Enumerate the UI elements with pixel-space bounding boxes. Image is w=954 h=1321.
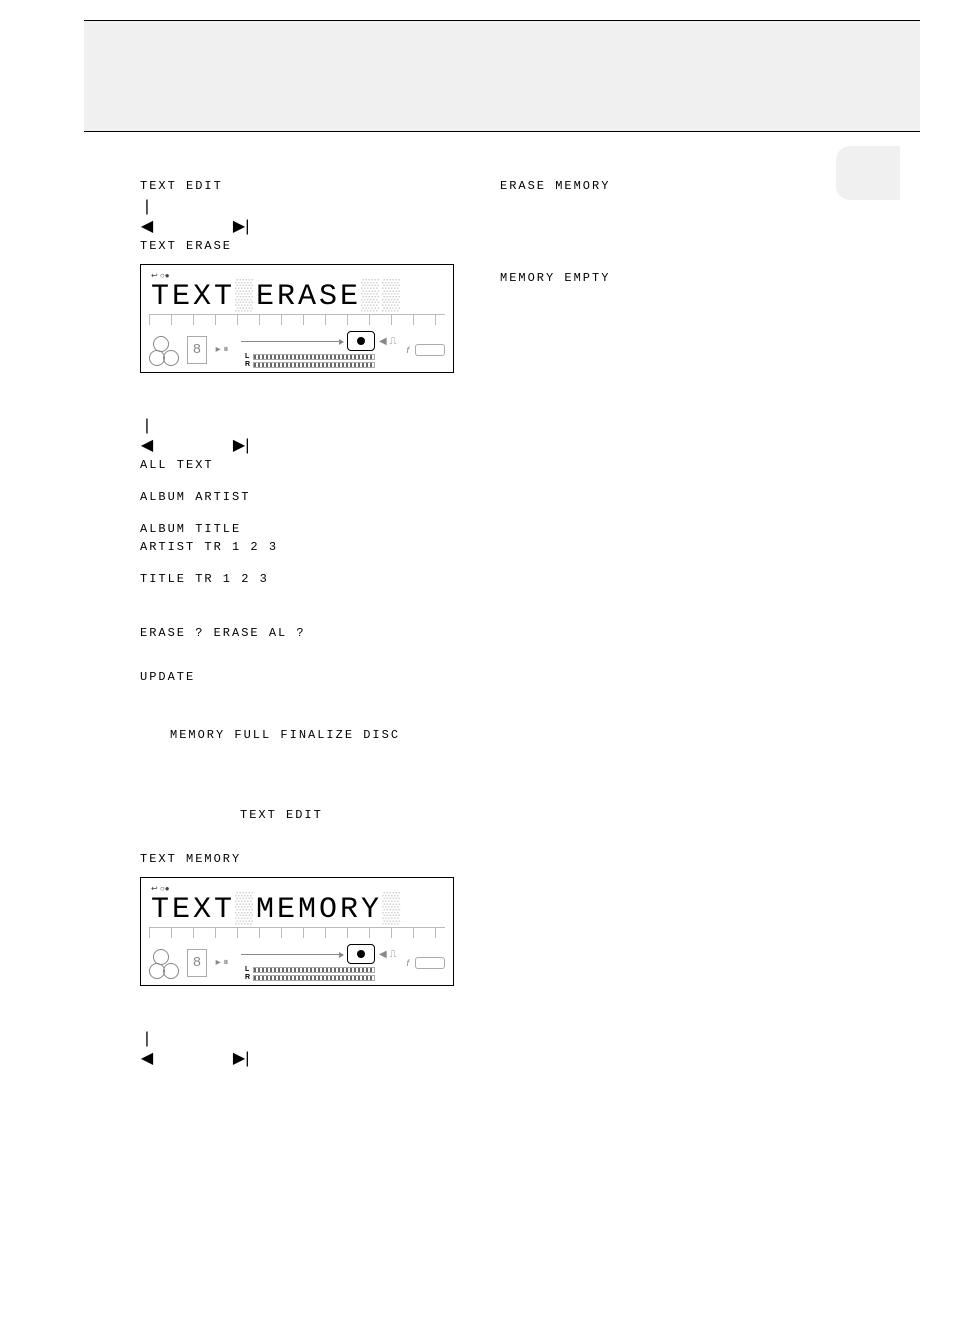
label-erase-memory: ERASE MEMORY [500, 179, 610, 193]
skip-prev-icon: |◀ [140, 1030, 154, 1068]
lcd-small-box [415, 957, 445, 969]
option-album-title: ALBUM TITLE [140, 522, 241, 536]
lcd-panel-text-memory: ↩ ○● TEXT▒MEMORY▒ 8 ▸ ⏸ ◀ ⎍ L [140, 877, 454, 986]
label-erase-confirm: ERASE ? ERASE AL ? [140, 626, 306, 640]
lcd-panel-text-erase: ↩ ○● TEXT▒ERASE▒▒ 8 ▸ ⏸ ◀ ⎍ L [140, 264, 454, 373]
record-indicator-icon [347, 331, 375, 351]
side-thumb-tab [836, 146, 900, 200]
step-skip-controls: |◀ ▶| [140, 1030, 450, 1068]
step-text-erase: TEXT EDIT |◀ ▶| TEXT ERASE [140, 176, 450, 254]
option-title-track: TITLE TR 1 2 3 [140, 572, 269, 586]
option-artist-track: ARTIST TR 1 2 3 [140, 540, 278, 554]
signal-arrow-rec: ◀ ⎍ L R [241, 331, 396, 368]
page: TEXT EDIT |◀ ▶| TEXT ERASE ↩ ○● TEXT▒ERA… [0, 0, 954, 1321]
label-update: UPDATE [140, 670, 195, 684]
play-pause-icon: ▸ ⏸ [213, 344, 231, 355]
skip-next-icon: ▶| [233, 1048, 247, 1068]
disc-tray-icon [149, 336, 181, 364]
lcd-note-glyph: f [406, 345, 409, 355]
label-text-edit-2: TEXT EDIT [240, 808, 323, 822]
lcd-note-glyph: f [406, 958, 409, 968]
step-erase-memory: ERASE MEMORY [500, 176, 830, 194]
label-text-edit: TEXT EDIT [140, 179, 223, 193]
label-text-memory: TEXT MEMORY [140, 852, 241, 866]
skip-next-icon: ▶| [233, 216, 247, 236]
chapter-header-bar [84, 20, 920, 132]
skip-next-icon: ▶| [233, 435, 247, 455]
level-meter: L R [245, 353, 396, 368]
track-number-digit: 8 [187, 949, 207, 977]
lcd-main-text: TEXT▒MEMORY▒ [149, 895, 445, 925]
step-text-memory: TEXT EDIT TEXT MEMORY [140, 805, 450, 867]
right-column: ERASE MEMORY MEMORY EMPTY [500, 176, 830, 296]
option-all-text: ALL TEXT [140, 458, 214, 472]
play-pause-icon: ▸ ⏸ [213, 957, 231, 968]
level-meter: L R [245, 966, 396, 981]
skip-prev-icon: |◀ [140, 417, 154, 455]
mic-icon: ◀ ⎍ [379, 949, 396, 960]
lcd-bottom-row: 8 ▸ ⏸ ◀ ⎍ L R f [149, 944, 445, 981]
label-memory-full-finalize: MEMORY FULL FINALIZE DISC [170, 728, 400, 742]
lcd-bottom-row: 8 ▸ ⏸ ◀ ⎍ L R f [149, 331, 445, 368]
track-number-digit: 8 [187, 336, 207, 364]
step-select-text-target: |◀ ▶| ALL TEXT ALBUM ARTIST ALBUM TITLE … [140, 417, 450, 587]
left-column: TEXT EDIT |◀ ▶| TEXT ERASE ↩ ○● TEXT▒ERA… [140, 176, 450, 1078]
option-album-artist: ALBUM ARTIST [140, 490, 250, 504]
lcd-tick-row [149, 927, 445, 938]
mic-icon: ◀ ⎍ [379, 336, 396, 347]
record-indicator-icon [347, 944, 375, 964]
lcd-tick-row [149, 314, 445, 325]
step-memory-empty: MEMORY EMPTY [500, 268, 830, 286]
skip-prev-icon: |◀ [140, 198, 154, 236]
disc-tray-icon [149, 949, 181, 977]
label-memory-empty: MEMORY EMPTY [500, 271, 610, 285]
lcd-small-box [415, 344, 445, 356]
lcd-main-text: TEXT▒ERASE▒▒ [149, 282, 445, 312]
signal-arrow-rec: ◀ ⎍ L R [241, 944, 396, 981]
step-erase-confirm: ERASE ? ERASE AL ? UPDATE MEMORY FULL FI… [140, 623, 450, 743]
label-text-erase: TEXT ERASE [140, 239, 232, 253]
